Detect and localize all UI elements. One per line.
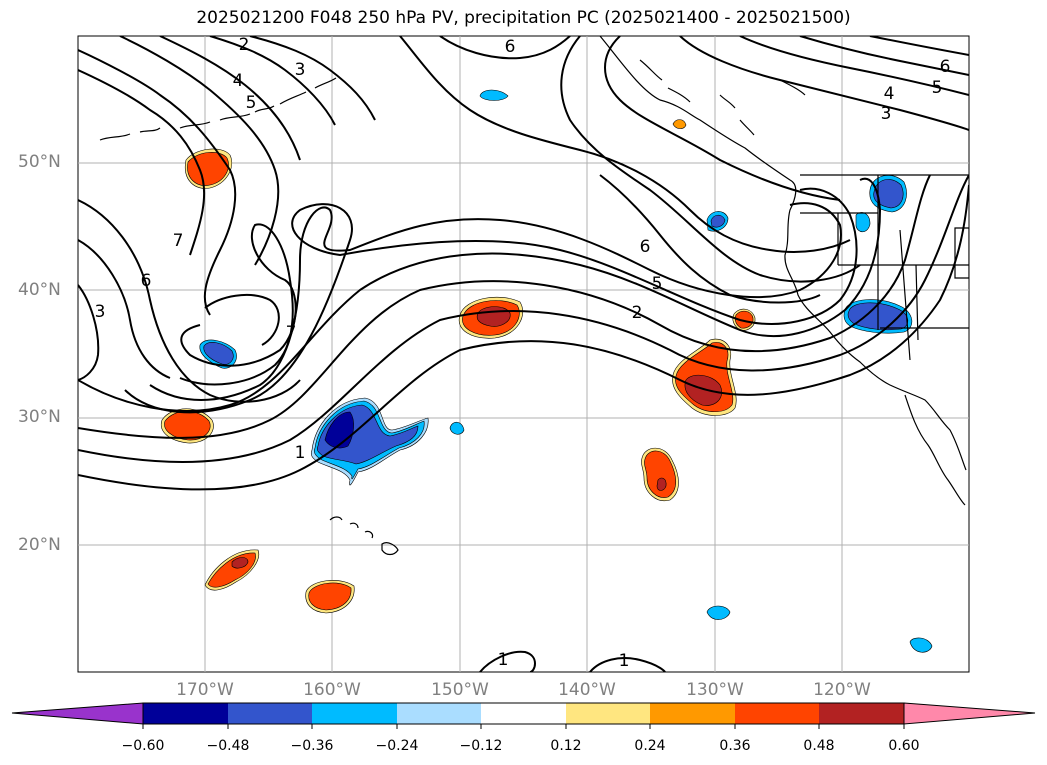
colorbar-segment bbox=[397, 703, 481, 724]
colorbar-segment bbox=[566, 703, 650, 724]
lon-label-120w: 120°W bbox=[813, 680, 871, 700]
colorbar-tick-label: −0.12 bbox=[459, 738, 503, 754]
precip-blob bbox=[203, 342, 234, 365]
contour-label: 3 bbox=[295, 60, 306, 80]
precip-blob bbox=[672, 119, 687, 129]
contour-label: 5 bbox=[932, 78, 943, 98]
precip-blob bbox=[706, 605, 731, 620]
contour-label: 7 bbox=[286, 323, 297, 343]
colorbar-tick-label: 0.48 bbox=[803, 738, 835, 754]
gridlines bbox=[78, 36, 969, 672]
precip-blob bbox=[187, 152, 229, 186]
colorbar-segment bbox=[735, 703, 819, 724]
contour-labels: 2 3 4 5 6 6 5 4 3 7 6 3 7 1 6 5 2 1 1 bbox=[95, 35, 951, 671]
precip-blob bbox=[449, 421, 465, 435]
precip-blob bbox=[656, 477, 667, 491]
lon-label-140w: 140°W bbox=[558, 680, 616, 700]
contour-label: 6 bbox=[505, 37, 516, 57]
precip-blob bbox=[710, 214, 726, 228]
contour-label: 6 bbox=[940, 57, 951, 77]
colorbar-tick-label: 0.36 bbox=[719, 738, 751, 754]
precip-blob bbox=[734, 310, 754, 329]
lat-label-50n: 50°N bbox=[18, 152, 61, 172]
colorbar-tick-label: 0.12 bbox=[550, 738, 582, 754]
colorbar-min-extend bbox=[11, 702, 144, 725]
contour-label: 4 bbox=[233, 71, 244, 91]
lon-label-150w: 150°W bbox=[431, 680, 489, 700]
colorbar-tick-label: −0.48 bbox=[206, 738, 250, 754]
colorbar-segment bbox=[819, 703, 904, 724]
lon-label-130w: 130°W bbox=[686, 680, 744, 700]
contour-label: 1 bbox=[295, 443, 306, 463]
colorbar-segment bbox=[143, 703, 228, 724]
contour-label: 5 bbox=[246, 93, 257, 113]
colorbar-max-extend bbox=[903, 702, 1036, 725]
colorbar-tick-label: 0.60 bbox=[888, 738, 920, 754]
colorbar-tick-label: 0.24 bbox=[634, 738, 666, 754]
map-title: 2025021200 F048 250 hPa PV, precipitatio… bbox=[196, 8, 851, 28]
contour-label: 3 bbox=[95, 302, 106, 322]
contour-label: 7 bbox=[173, 231, 184, 251]
contour-label: 1 bbox=[619, 651, 630, 671]
lon-label-160w: 160°W bbox=[303, 680, 361, 700]
precip-blob bbox=[476, 306, 511, 327]
precip-blob bbox=[644, 450, 677, 498]
contour-label: 6 bbox=[640, 237, 651, 257]
contour-label: 2 bbox=[632, 303, 643, 323]
pv-contours bbox=[78, 36, 969, 672]
contour-label: 4 bbox=[884, 84, 895, 104]
lat-label-20n: 20°N bbox=[18, 535, 61, 555]
precip-blob bbox=[479, 89, 509, 101]
contour-label: 1 bbox=[498, 650, 509, 670]
contour-label: 5 bbox=[652, 274, 663, 294]
lat-label-30n: 30°N bbox=[18, 407, 61, 427]
contour-label: 6 bbox=[141, 271, 152, 291]
contour-label: 2 bbox=[239, 35, 250, 55]
precip-negative-areas bbox=[199, 89, 933, 653]
colorbar-tick-label: −0.60 bbox=[121, 738, 165, 754]
colorbar-segment bbox=[650, 703, 735, 724]
precip-blob bbox=[909, 637, 933, 653]
colorbar-ticks bbox=[142, 724, 905, 729]
colorbar-segment bbox=[228, 703, 312, 724]
precip-blob bbox=[231, 557, 249, 569]
precip-blob bbox=[308, 582, 352, 611]
lat-label-40n: 40°N bbox=[18, 280, 61, 300]
colorbar-tick-label: −0.24 bbox=[375, 738, 419, 754]
colorbar bbox=[11, 702, 1036, 729]
colorbar-segment bbox=[312, 703, 397, 724]
contour-label: 3 bbox=[881, 104, 892, 124]
precip-blob bbox=[684, 374, 722, 406]
colorbar-segment bbox=[481, 703, 566, 724]
lon-label-170w: 170°W bbox=[176, 680, 234, 700]
colorbar-tick-label: −0.36 bbox=[290, 738, 334, 754]
